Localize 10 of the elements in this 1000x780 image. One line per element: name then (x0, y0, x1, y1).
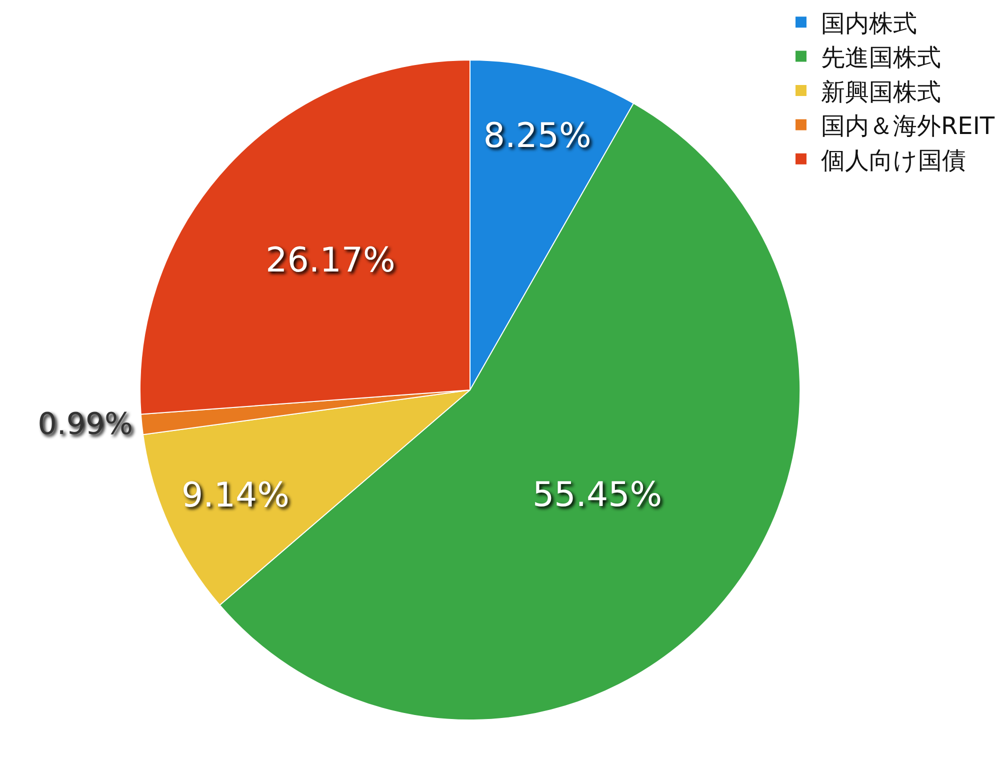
legend-label: 新興国株式 (821, 78, 941, 106)
data-label: 55.45% (532, 474, 662, 515)
data-label: 0.99% (38, 407, 134, 442)
data-label: 8.25% (483, 116, 592, 156)
data-label: 9.14% (181, 476, 290, 516)
legend-label: 国内株式 (821, 9, 917, 38)
legend-label: 個人向け国債 (821, 146, 966, 174)
data-label: 26.17% (266, 240, 396, 280)
legend-label: 先進国株式 (821, 44, 941, 72)
legend-label: 国内＆海外REIT (821, 112, 995, 140)
